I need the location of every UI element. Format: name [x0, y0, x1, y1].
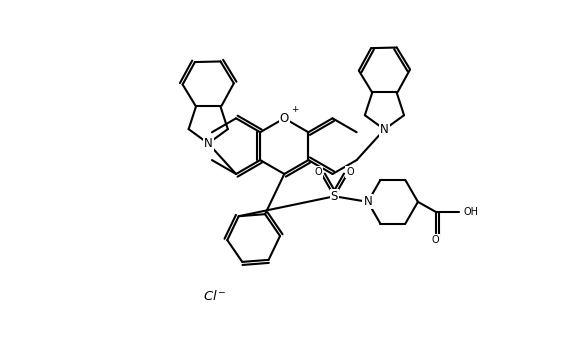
- Text: OH: OH: [463, 207, 479, 217]
- Text: S: S: [330, 190, 338, 203]
- Text: N: N: [364, 195, 372, 208]
- Text: O: O: [346, 167, 354, 177]
- Text: O: O: [280, 112, 289, 125]
- Text: N: N: [204, 137, 213, 150]
- Text: N: N: [380, 123, 389, 136]
- Text: O: O: [315, 167, 323, 177]
- Text: +: +: [291, 105, 298, 114]
- Text: Cl$^-$: Cl$^-$: [203, 290, 226, 303]
- Text: O: O: [432, 235, 440, 245]
